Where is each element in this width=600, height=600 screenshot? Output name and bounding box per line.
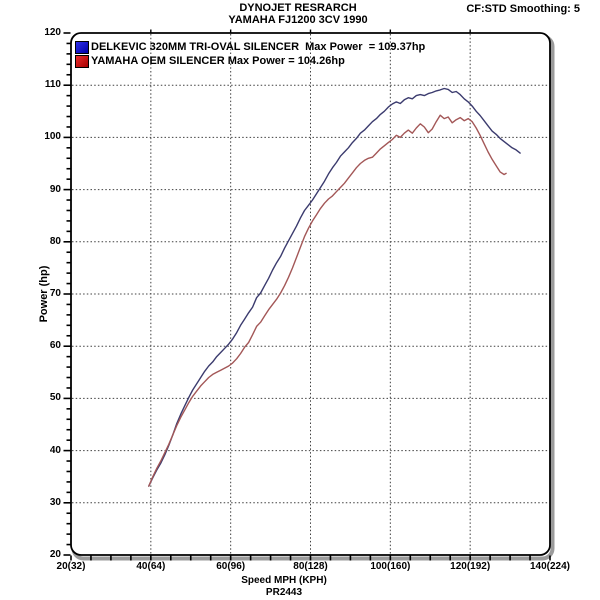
- chart-title-line2: YAMAHA FJ1200 3CV 1990: [228, 14, 368, 26]
- x-tick-label: 80(128): [293, 561, 328, 572]
- legend-item-delkevic: DELKEVIC 320MM TRI-OVAL SILENCER Max Pow…: [75, 40, 425, 54]
- legend: DELKEVIC 320MM TRI-OVAL SILENCER Max Pow…: [75, 40, 425, 68]
- y-tick-label: 60: [49, 340, 61, 352]
- y-tick-label: 100: [44, 131, 61, 143]
- legend-swatch-blue-icon: [75, 40, 89, 54]
- series-line-delkevic: [148, 87, 521, 487]
- x-tick-label: 20(32): [56, 561, 86, 572]
- x-tick-label: 100(160): [370, 561, 411, 572]
- y-tick-label: 40: [49, 444, 61, 456]
- y-tick-label: 20: [49, 549, 61, 560]
- y-tick-label: 50: [49, 392, 61, 404]
- plot-border: [70, 32, 551, 556]
- y-tick-label: 120: [44, 27, 61, 38]
- chart-title-block: DYNOJET RESRARCH YAMAHA FJ1200 3CV 1990: [98, 2, 498, 26]
- y-tick-label: 30: [49, 496, 61, 508]
- series-line-yamaha-oem: [148, 114, 507, 487]
- x-tick-label: 40(64): [136, 561, 166, 572]
- y-tick-label: 80: [49, 235, 61, 247]
- x-tick-label: 140(224): [529, 561, 571, 572]
- x-tick-label: 60(96): [216, 561, 246, 572]
- correction-smoothing-label: CF:STD Smoothing: 5: [466, 3, 580, 15]
- y-tick-label: 110: [44, 79, 61, 91]
- legend-label-yamaha-oem: YAMAHA OEM SILENCER Max Power = 104.26hp: [91, 55, 345, 67]
- x-axis-label: Speed MPH (KPH): [241, 575, 327, 586]
- legend-label-delkevic: DELKEVIC 320MM TRI-OVAL SILENCER Max Pow…: [91, 41, 426, 53]
- run-id-label: PR2443: [265, 587, 303, 598]
- y-tick-label: 70: [49, 288, 61, 299]
- legend-swatch-red-icon: [75, 54, 89, 68]
- x-tick-label: 120(192): [450, 561, 491, 572]
- chart-title-line1: DYNOJET RESRARCH: [239, 2, 357, 14]
- y-tick-label: 90: [49, 183, 61, 195]
- legend-item-yamaha-oem: YAMAHA OEM SILENCER Max Power = 104.26hp: [75, 54, 425, 68]
